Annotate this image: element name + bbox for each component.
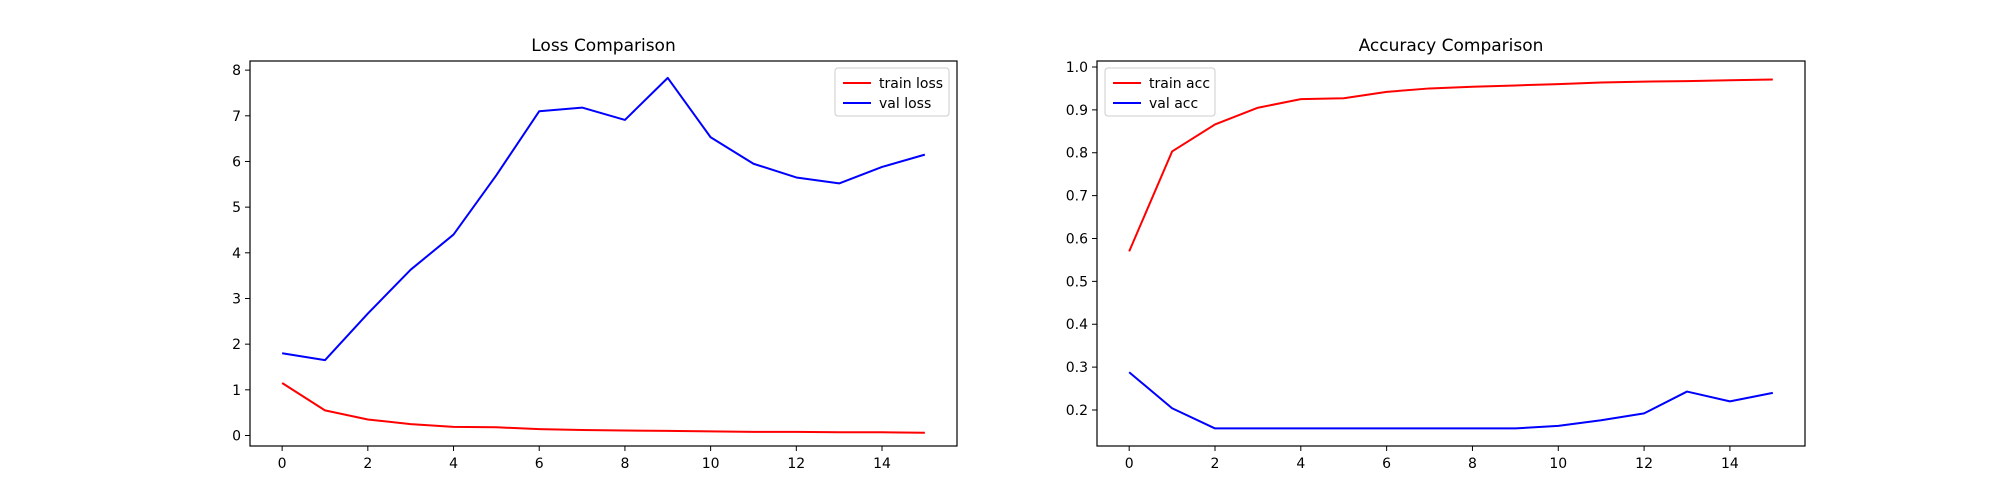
y-tick-label: 2 [232, 337, 241, 353]
x-tick-label: 6 [535, 456, 544, 472]
axes-frame [249, 60, 958, 447]
y-tick-label: 0.2 [1066, 403, 1088, 419]
x-tick-label: 8 [620, 456, 629, 472]
y-tick-label: 0.9 [1066, 103, 1088, 119]
x-tick-label: 4 [1296, 456, 1305, 472]
chart-title: Accuracy Comparison [1359, 36, 1544, 56]
legend: train loss val loss [834, 67, 950, 117]
x-tick-label: 12 [787, 456, 805, 472]
x-tick-label: 14 [873, 456, 891, 472]
y-tick-label: 7 [232, 109, 241, 125]
y-tick-label: 0.3 [1066, 360, 1088, 376]
series-line-train-acc [1128, 78, 1773, 252]
legend-label: train loss [879, 76, 943, 92]
x-tick-label: 2 [363, 456, 372, 472]
series-line-train-loss [281, 382, 925, 434]
y-tick-label: 0.5 [1066, 274, 1088, 290]
legend-label: val loss [879, 96, 931, 112]
y-tick-label: 1 [232, 383, 241, 399]
x-tick-label: 14 [1721, 456, 1739, 472]
y-tick-label: 0 [232, 428, 241, 444]
y-tick-label: 1.0 [1066, 60, 1088, 76]
x-tick-label: 2 [1211, 456, 1220, 472]
axes-frame [1096, 60, 1806, 447]
y-tick-label: 0.4 [1066, 317, 1088, 333]
legend-label: val acc [1149, 96, 1198, 112]
x-tick-label: 0 [278, 456, 287, 472]
y-tick-label: 5 [232, 200, 241, 216]
x-tick-label: 8 [1468, 456, 1477, 472]
x-tick-label: 0 [1125, 456, 1134, 472]
y-tick-label: 0.8 [1066, 146, 1088, 162]
x-tick-label: 10 [702, 456, 720, 472]
series-line-val-loss [281, 76, 926, 362]
x-tick-label: 4 [449, 456, 458, 472]
y-tick-label: 0.6 [1066, 231, 1088, 247]
legend-label: train acc [1149, 76, 1210, 92]
series-line-val-acc [1128, 371, 1774, 430]
y-tick-label: 8 [232, 63, 241, 79]
y-tick-label: 0.7 [1066, 189, 1088, 205]
x-tick-label: 12 [1635, 456, 1653, 472]
legend: train acc val acc [1104, 67, 1216, 117]
x-tick-label: 10 [1549, 456, 1567, 472]
y-tick-label: 3 [232, 291, 241, 307]
chart-title: Loss Comparison [531, 36, 675, 56]
y-tick-label: 4 [232, 246, 241, 262]
x-tick-label: 6 [1382, 456, 1391, 472]
chart-panel-1: 0 2 4 6 8 10 12 14 0.2 0.3 0.4 0.5 0.6 0.7 0.8 0.9 1.0 Ac… [1066, 36, 1806, 472]
y-tick-label: 6 [232, 154, 241, 170]
